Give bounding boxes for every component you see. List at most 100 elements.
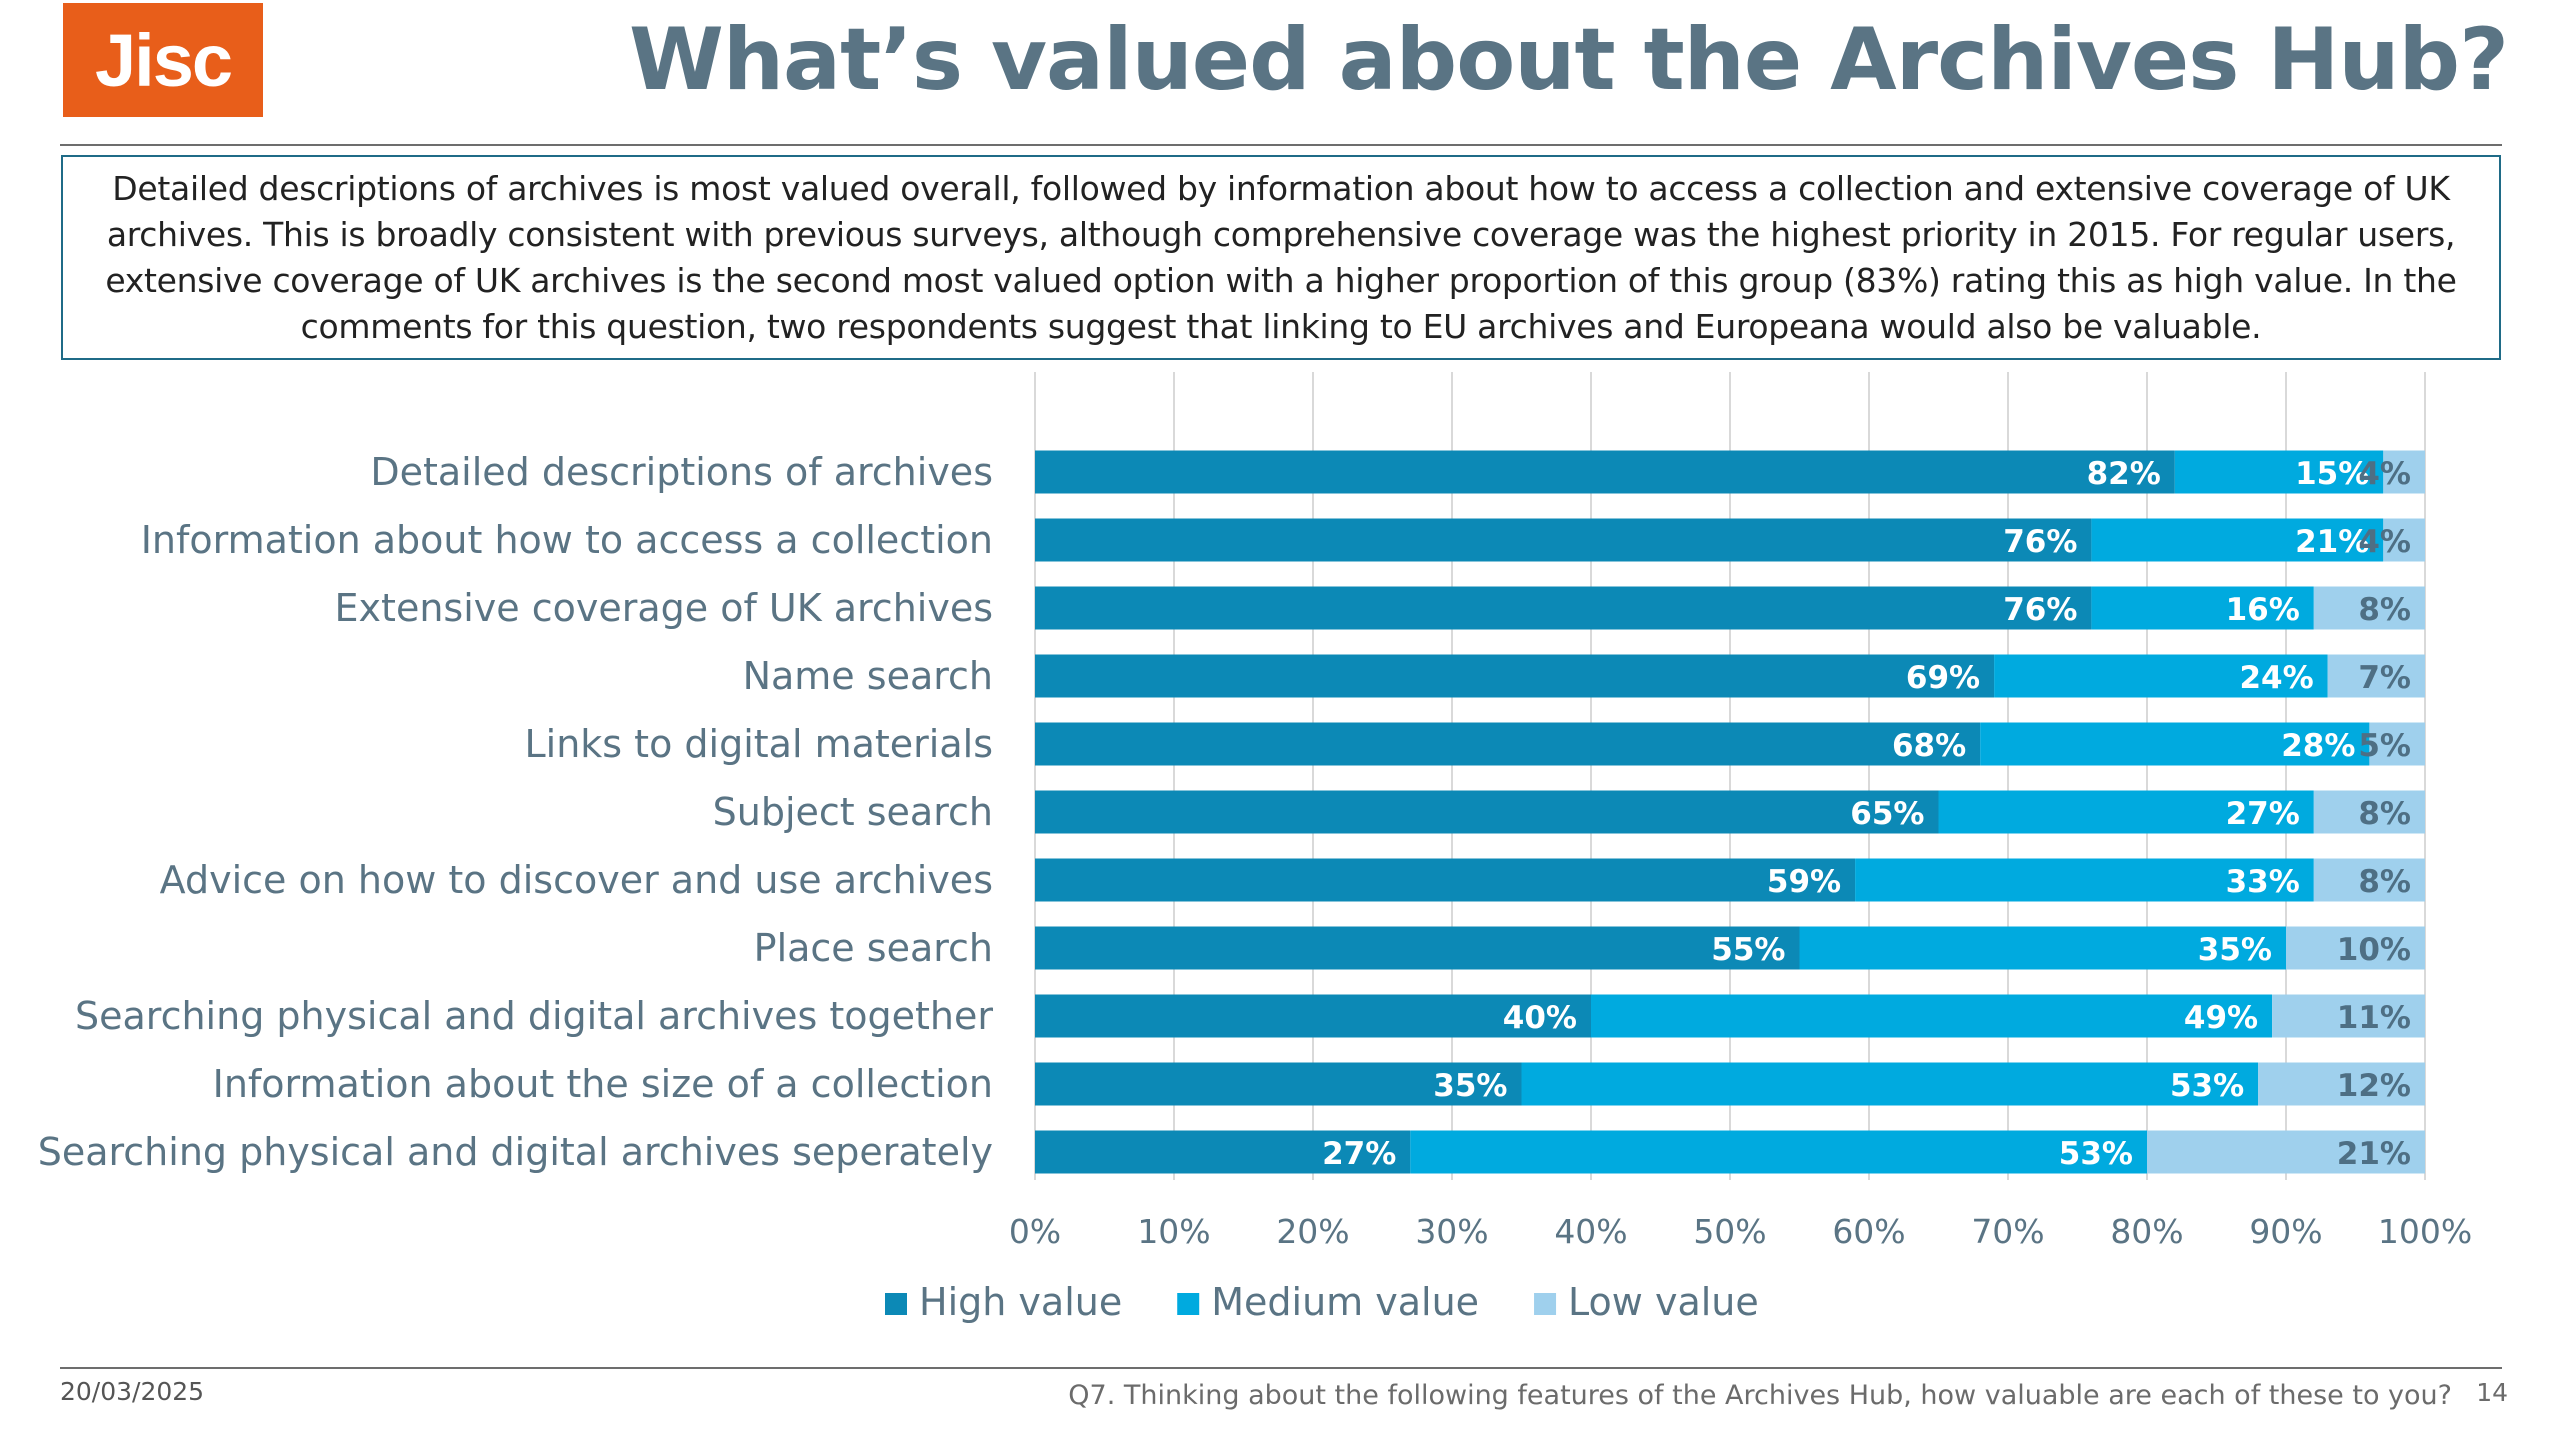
bar-segment — [1591, 994, 2273, 1038]
bar-segment — [1035, 926, 1800, 970]
legend-swatch — [1177, 1293, 1200, 1315]
data-label: 28% — [2281, 728, 2355, 764]
data-label: 11% — [2337, 1000, 2411, 1036]
bar-segment — [1938, 790, 2314, 834]
bar-segment — [1035, 654, 1995, 698]
bar-segment — [1521, 1062, 2259, 1106]
data-label: 76% — [2003, 524, 2077, 560]
bar-segment — [1035, 722, 1981, 766]
x-tick-label: 80% — [2110, 1212, 2183, 1251]
x-tick-label: 40% — [1554, 1212, 1627, 1251]
category-label: Searching physical and digital archives … — [75, 994, 993, 1038]
bar-segment — [2383, 518, 2425, 562]
x-tick-label: 100% — [2378, 1212, 2472, 1251]
jisc-logo[interactable]: Jisc — [63, 3, 263, 117]
bar-segment — [2327, 654, 2425, 698]
bar-segment — [2286, 926, 2425, 970]
bar-segment — [1994, 654, 2328, 698]
x-tick-label: 30% — [1415, 1212, 1488, 1251]
data-label: 55% — [1711, 932, 1785, 968]
bar-segment — [2258, 1062, 2425, 1106]
data-label: 82% — [2087, 456, 2161, 492]
data-label: 35% — [2198, 932, 2272, 968]
data-label: 40% — [1503, 1000, 1577, 1036]
bar-segment — [2272, 994, 2425, 1038]
bar-segment — [2313, 790, 2425, 834]
x-tick-label: 20% — [1276, 1212, 1349, 1251]
data-label: 7% — [2358, 660, 2411, 696]
bar-segment — [2313, 586, 2425, 630]
legend-label: Medium value — [1211, 1280, 1479, 1324]
data-label: 16% — [2226, 592, 2300, 628]
data-label: 4% — [2358, 524, 2411, 560]
page-title: What’s valued about the Archives Hub? — [628, 10, 2509, 110]
category-label: Name search — [743, 654, 993, 698]
bar-segment — [1410, 1130, 2147, 1174]
data-label: 53% — [2170, 1068, 2244, 1104]
category-label: Extensive coverage of UK archives — [335, 586, 993, 630]
category-label: Links to digital materials — [524, 722, 993, 766]
bar-segment — [2091, 518, 2384, 562]
summary-box: Detailed descriptions of archives is mos… — [61, 155, 2501, 360]
bar-segment — [2091, 586, 2314, 630]
category-label: Information about how to access a collec… — [141, 518, 993, 562]
bar-segment — [2174, 450, 2384, 494]
footer-date: 20/03/2025 — [60, 1377, 205, 1406]
bar-segment — [2369, 722, 2425, 766]
data-label: 59% — [1767, 864, 1841, 900]
data-label: 27% — [1322, 1136, 1396, 1172]
data-label: 21% — [2295, 524, 2369, 560]
category-label: Information about the size of a collecti… — [213, 1062, 993, 1106]
x-tick-label: 50% — [1693, 1212, 1766, 1251]
legend-label: High value — [919, 1280, 1122, 1324]
summary-text: Detailed descriptions of archives is mos… — [105, 168, 2457, 346]
stacked-bar-chart: 0% 10% 20% 30% 40% 50% 60% 70% 80% 90% 100% Detaile… — [38, 372, 2472, 1324]
category-label: Advice on how to discover and use archiv… — [160, 858, 993, 902]
category-label: Detailed descriptions of archives — [370, 450, 993, 494]
x-tick-label: 60% — [1832, 1212, 1905, 1251]
bar-segment — [1035, 586, 2092, 630]
category-label: Searching physical and digital archives … — [38, 1130, 993, 1174]
bar-segment — [2147, 1130, 2425, 1174]
footer-question: Q7. Thinking about the following feature… — [1068, 1380, 2452, 1411]
data-label: 24% — [2239, 660, 2313, 696]
category-label: Subject search — [713, 790, 993, 834]
legend-swatch — [1534, 1293, 1557, 1315]
data-label: 49% — [2184, 1000, 2258, 1036]
data-label: 8% — [2358, 864, 2411, 900]
data-label: 76% — [2003, 592, 2077, 628]
bar-segment — [1035, 790, 1939, 834]
bar-segment — [2313, 858, 2425, 902]
legend-swatch — [885, 1293, 907, 1315]
data-label: 69% — [1906, 660, 1980, 696]
data-label: 12% — [2337, 1068, 2411, 1104]
bar-segment — [1035, 1130, 1411, 1174]
data-label: 8% — [2358, 592, 2411, 628]
x-tick-label: 90% — [2249, 1212, 2322, 1251]
data-label: 68% — [1892, 728, 1966, 764]
legend-label: Low value — [1568, 1280, 1759, 1324]
data-label: 27% — [2226, 796, 2300, 832]
bar-segment — [1980, 722, 2370, 766]
data-label: 8% — [2358, 796, 2411, 832]
data-label: 35% — [1433, 1068, 1507, 1104]
bar-segment — [1035, 858, 1856, 902]
data-label: 5% — [2358, 728, 2411, 764]
data-label: 65% — [1850, 796, 1924, 832]
bar-segment — [1855, 858, 2314, 902]
data-label: 33% — [2226, 864, 2300, 900]
page-number: 14 — [2476, 1378, 2508, 1407]
data-label: 15% — [2295, 456, 2369, 492]
bar-segment — [1035, 450, 2175, 494]
bar-segment — [1799, 926, 2286, 970]
bar-segment — [1035, 518, 2092, 562]
data-label: 4% — [2358, 456, 2411, 492]
category-label: Place search — [754, 926, 993, 970]
header-divider — [60, 144, 2502, 146]
x-tick-label: 70% — [1971, 1212, 2044, 1251]
data-label: 53% — [2059, 1136, 2133, 1172]
data-label: 21% — [2337, 1136, 2411, 1172]
bar-segment — [1035, 994, 1591, 1038]
x-tick-label: 0% — [1009, 1212, 1061, 1251]
bar-segment — [1035, 1062, 1522, 1106]
